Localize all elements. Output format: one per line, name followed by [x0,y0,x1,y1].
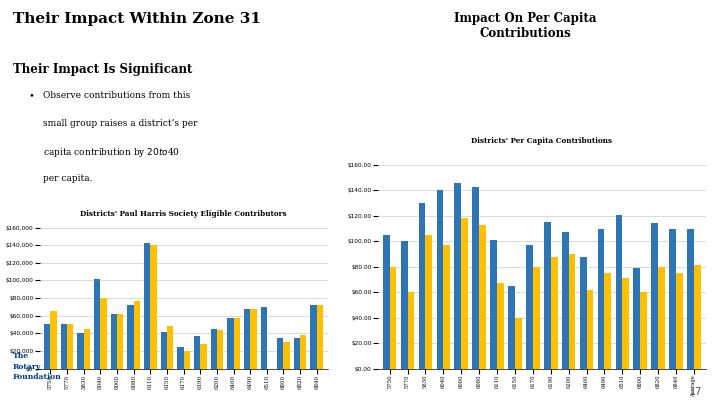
Bar [194,336,200,369]
Text: per capita.: per capita. [43,174,93,183]
Bar [383,235,390,369]
Bar [217,330,223,369]
Bar [161,332,167,369]
Bar [658,267,665,369]
Bar [436,190,444,369]
Bar [640,292,647,369]
Bar [687,228,694,369]
Text: small group raises a district’s per: small group raises a district’s per [43,119,198,128]
Bar [94,279,100,369]
Bar [244,309,250,369]
Bar [284,342,290,369]
Bar [390,267,397,369]
Text: The
Rotary
Foundation: The Rotary Foundation [13,352,62,381]
Bar [401,241,408,369]
Bar [418,203,426,369]
Bar [317,305,323,369]
Bar [634,268,640,369]
Bar [277,338,284,369]
Bar [210,329,217,369]
Bar [580,256,587,369]
Bar [544,222,551,369]
Bar [472,187,479,369]
Bar [100,298,107,369]
Bar [60,324,67,369]
Bar [200,344,207,369]
Bar [676,273,683,369]
Bar [462,218,468,369]
Bar [77,333,84,369]
Bar [426,235,432,369]
Bar [310,305,317,369]
Bar [605,273,611,369]
Bar [177,347,184,369]
Bar [526,245,533,369]
Text: 17: 17 [690,387,702,397]
Bar [454,183,462,369]
Bar [261,307,267,369]
Bar [50,311,57,369]
Text: •: • [29,91,35,100]
Bar [228,318,233,369]
Bar [490,240,497,369]
Text: Impact On Per Capita
Contributions: Impact On Per Capita Contributions [454,12,597,40]
Bar [551,256,557,369]
Bar [84,329,90,369]
Bar [569,254,575,369]
Bar [300,335,307,369]
Bar [67,324,73,369]
Bar [562,232,569,369]
Bar [134,301,140,369]
Bar [622,278,629,369]
Title: Districts' Per Capita Contributions: Districts' Per Capita Contributions [472,137,612,145]
Bar [184,351,190,369]
Bar [508,286,515,369]
Bar [44,324,50,369]
Bar [294,338,300,369]
Bar [408,292,414,369]
Bar [670,228,676,369]
Bar [533,267,540,369]
Text: Observe contributions from this: Observe contributions from this [43,91,191,100]
Text: Their Impact Is Significant: Their Impact Is Significant [13,63,192,76]
Bar [167,326,174,369]
Bar [127,305,134,369]
Bar [598,228,605,369]
Bar [616,215,622,369]
Text: capita contribution by $20 to $40: capita contribution by $20 to $40 [43,146,181,159]
Bar [150,245,157,369]
Bar [652,224,658,369]
Bar [250,309,256,369]
Title: Districts' Paul Harris Society Eligible Contributors: Districts' Paul Harris Society Eligible … [81,210,287,218]
Bar [694,265,701,369]
Text: Their Impact Within Zone 31: Their Impact Within Zone 31 [13,12,261,26]
Bar [111,314,117,369]
Bar [479,225,486,369]
Bar [117,314,123,369]
Bar [497,283,504,369]
Bar [587,290,593,369]
Bar [515,318,522,369]
Bar [144,243,150,369]
Bar [233,318,240,369]
Bar [444,245,450,369]
